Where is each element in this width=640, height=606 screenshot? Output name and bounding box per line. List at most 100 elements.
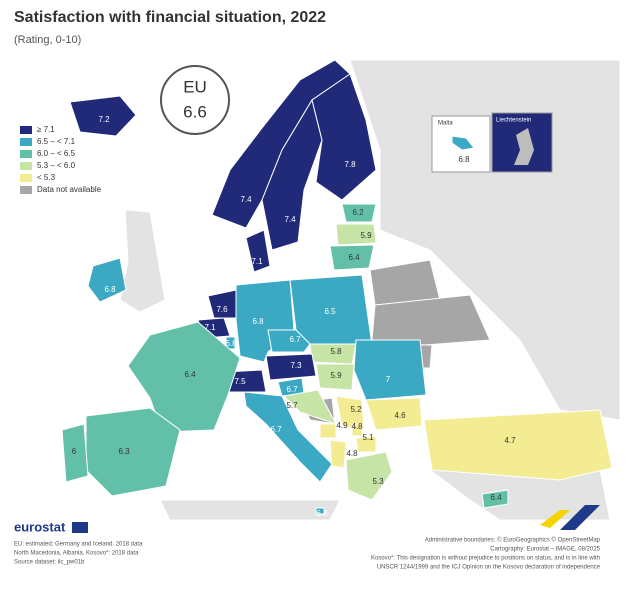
region-value-label: 4.7 [504, 436, 516, 445]
note: Administrative boundaries: © EuroGeograp… [425, 537, 601, 544]
region [261, 98, 323, 251]
legend-swatch [20, 174, 32, 182]
decor [540, 510, 570, 528]
region-value-label: 7.2 [98, 115, 110, 124]
region-value-label: 6.5 [324, 307, 336, 316]
note: Kosovo*: This designation is without pre… [371, 556, 600, 562]
region [345, 451, 393, 501]
legend-label: 5.3 – < 6.0 [37, 161, 76, 170]
region-value-label: 6.8 [104, 285, 116, 294]
region [365, 397, 423, 431]
region-value-label: 5.2 [350, 405, 362, 414]
region-value-label: 6.7 [286, 385, 298, 394]
legend-label: 6.5 – < 7.1 [37, 137, 76, 146]
region [267, 329, 311, 353]
note: EU: estimated; Germany and Iceland: 2018… [14, 542, 143, 548]
region [335, 395, 365, 431]
region-value-label: 6.2 [352, 208, 364, 217]
region-value-label: 6 [72, 447, 77, 456]
land-uk [119, 209, 166, 313]
region [265, 353, 317, 381]
legend-label: 6.0 – < 6.5 [37, 149, 76, 158]
region [353, 339, 427, 401]
eu-badge-label: EU [183, 77, 207, 96]
region-value-label: 4.9 [336, 421, 348, 430]
region [225, 336, 236, 350]
region-value-label: 5.3 [372, 477, 384, 486]
region-value-label: 6.8 [316, 509, 328, 518]
eu-badge-value: 6.6 [183, 102, 207, 121]
region [319, 423, 337, 439]
legend-label: ≥ 7.1 [37, 125, 55, 134]
region-value-label: 6.4 [348, 253, 360, 262]
inset-label: Liechtenstein [496, 118, 531, 124]
legend-swatch [20, 162, 32, 170]
region [69, 95, 137, 137]
region-value-label: 7.8 [344, 160, 356, 169]
legend-swatch [20, 126, 32, 134]
region-value-label: 4.8 [346, 449, 358, 458]
title: Satisfaction with financial situation, 2… [14, 9, 326, 26]
legend-swatch [20, 186, 32, 194]
region [127, 321, 241, 433]
region-value-label: 7.4 [240, 195, 252, 204]
legend: ≥ 7.1 6.5 – < 7.1 6.0 – < 6.5 5.3 – < 6.0 < … [20, 125, 102, 194]
region [245, 229, 271, 273]
inset-shape [514, 128, 534, 165]
inset-label: Malta [438, 121, 453, 127]
region [481, 489, 509, 509]
region-value-label: 6.7 [270, 425, 282, 434]
regions: 7.27.47.47.86.25.96.47.16.87.67.16.86.86… [61, 59, 613, 518]
note: Source dataset: ilc_pw01b [14, 560, 85, 566]
region-value-label: 7 [386, 375, 391, 384]
region-value-label: 6.8 [252, 317, 264, 326]
region [351, 423, 363, 437]
region [315, 507, 325, 515]
land-africa [159, 499, 341, 521]
note: North Macedonia, Albania, Kosovo*: 2018 … [14, 551, 139, 557]
region [85, 407, 181, 497]
region-value-label: 5.1 [362, 433, 374, 442]
region-value-label: 6.4 [184, 370, 196, 379]
na-areas [301, 259, 491, 425]
note: UNSCR 1244/1999 and the ICJ Opinion on t… [377, 565, 601, 571]
region-value-label: 7.6 [216, 305, 228, 314]
note: Cartography: Eurostat – IMAGE, 08/2025 [490, 547, 600, 553]
region-value-label: 7.3 [290, 361, 302, 370]
region-value-label: 4.6 [394, 411, 406, 420]
region-value-label: 7.1 [251, 257, 263, 266]
subtitle: (Rating, 0-10) [14, 34, 81, 46]
inset-region [451, 135, 475, 151]
legend-swatch [20, 138, 32, 146]
region [423, 409, 613, 481]
region [61, 423, 89, 483]
region [355, 435, 377, 453]
logo: eurostat [14, 519, 66, 534]
region-value-label: 7.4 [284, 215, 296, 224]
region [335, 223, 377, 246]
region [315, 363, 355, 391]
region [341, 203, 377, 223]
na-area [371, 294, 491, 346]
region-value-label: 6.4 [490, 493, 502, 502]
region [329, 244, 375, 271]
region-value-label: 4.8 [351, 422, 363, 431]
region-value-label: 5.7 [286, 401, 298, 410]
region-value-label: 5.9 [360, 231, 372, 240]
region-value-label: 5.9 [330, 371, 342, 380]
legend-swatch [20, 150, 32, 158]
region-value-label: 7.1 [204, 323, 216, 332]
region [311, 73, 377, 201]
region-value-label: 7.5 [234, 377, 246, 386]
notes: EU: estimated; Germany and Iceland: 2018… [14, 537, 601, 571]
region [87, 257, 127, 303]
region-value-label: 6.3 [118, 447, 130, 456]
eu-badge [160, 65, 230, 135]
region-value-label: 6.7 [289, 335, 301, 344]
legend-label: < 5.3 [37, 173, 56, 182]
region-value-label: 5.8 [330, 347, 342, 356]
region [329, 439, 347, 469]
logo-flag [72, 522, 88, 533]
